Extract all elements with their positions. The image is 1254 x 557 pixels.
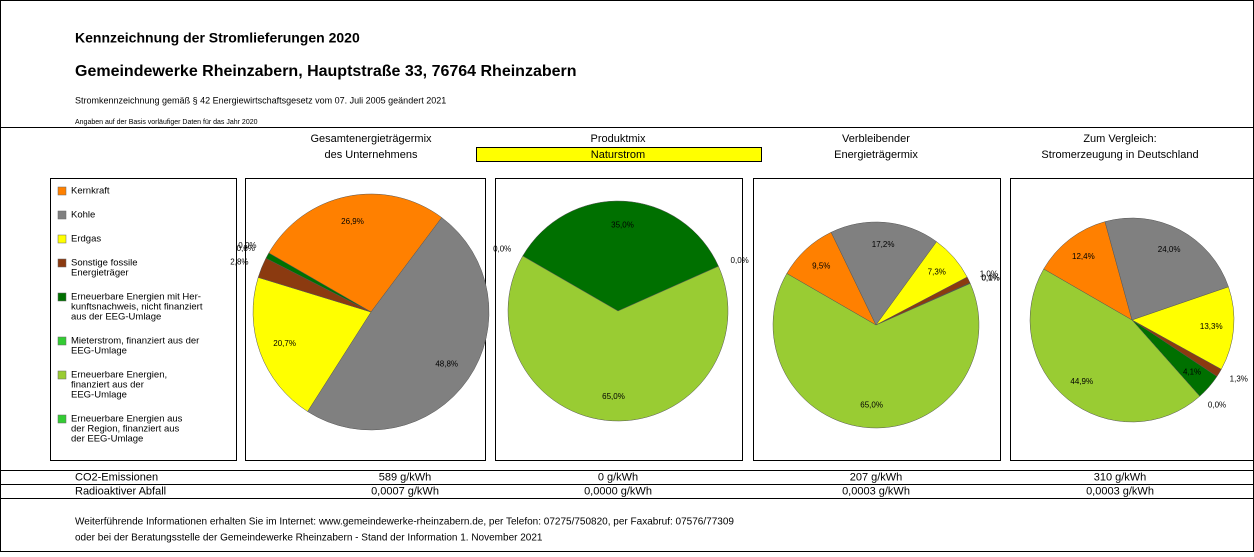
- table-value: 0,0003 g/kWh: [1086, 485, 1154, 497]
- table-value: 0 g/kWh: [598, 471, 638, 483]
- value-label: 0,0%: [238, 241, 256, 250]
- chart-title: Zum Vergleich:: [1083, 133, 1156, 145]
- table-label: Radioaktiver Abfall: [75, 485, 166, 497]
- value-label: 9,5%: [812, 261, 830, 270]
- value-label: 1,3%: [1230, 374, 1248, 383]
- chart-title: Verbleibender: [842, 133, 910, 145]
- value-label: 13,3%: [1200, 322, 1223, 331]
- table-value: 589 g/kWh: [379, 471, 432, 483]
- chart-title: Stromerzeugung in Deutschland: [1041, 149, 1198, 161]
- value-label: 35,0%: [611, 220, 634, 229]
- footer-line: Weiterführende Informationen erhalten Si…: [75, 517, 734, 528]
- value-label: 4,1%: [1183, 367, 1201, 376]
- chart-subtitle: Naturstrom: [591, 149, 645, 161]
- value-label: 0,0%: [1208, 400, 1226, 409]
- value-label: 0,0%: [493, 245, 511, 254]
- legend-label: Energieträger: [71, 268, 129, 279]
- value-label: 20,7%: [273, 339, 296, 348]
- table-value: 0,0000 g/kWh: [584, 485, 652, 497]
- footer-line: oder bei der Beratungsstelle der Gemeind…: [75, 533, 543, 544]
- table-label: CO2-Emissionen: [75, 471, 158, 483]
- table-value: 207 g/kWh: [850, 471, 903, 483]
- value-label: 24,0%: [1158, 245, 1181, 254]
- chart-title: Produktmix: [590, 133, 646, 145]
- legend-swatch: [58, 187, 66, 195]
- legend-label: EEG-Umlage: [71, 390, 127, 401]
- value-label: 65,0%: [602, 392, 625, 401]
- legend-swatch: [58, 211, 66, 219]
- chart-title: des Unternehmens: [325, 149, 418, 161]
- value-label: 12,4%: [1072, 252, 1095, 261]
- chart-title: Energieträgermix: [834, 149, 918, 161]
- basis: Angaben auf der Basis vorläufiger Daten …: [75, 119, 258, 126]
- value-label: 26,9%: [341, 217, 364, 226]
- value-label: 48,8%: [435, 359, 458, 368]
- legend-label: Kernkraft: [71, 186, 110, 197]
- legend-label: Kohle: [71, 210, 95, 221]
- legend-label: Erdgas: [71, 234, 101, 245]
- value-label: 0,0%: [731, 256, 749, 265]
- table-value: 0,0003 g/kWh: [842, 485, 910, 497]
- table-value: 0,0007 g/kWh: [371, 485, 439, 497]
- legend-swatch: [58, 259, 66, 267]
- legend-swatch: [58, 337, 66, 345]
- title: Kennzeichnung der Stromlieferungen 2020: [75, 30, 360, 46]
- value-label: 0,0%: [982, 274, 1000, 283]
- value-label: 7,3%: [928, 268, 946, 277]
- legend-swatch: [58, 235, 66, 243]
- note: Stromkennzeichnung gemäß § 42 Energiewir…: [75, 95, 446, 105]
- subtitle: Gemeindewerke Rheinzabern, Hauptstraße 3…: [75, 63, 577, 80]
- legend-label: der EEG-Umlage: [71, 434, 143, 445]
- value-label: 44,9%: [1070, 377, 1093, 386]
- legend-swatch: [58, 371, 66, 379]
- value-label: 65,0%: [860, 400, 883, 409]
- value-label: 17,2%: [872, 240, 895, 249]
- table-value: 310 g/kWh: [1094, 471, 1147, 483]
- chart-title: Gesamtenergieträgermix: [310, 133, 432, 145]
- legend-label: EEG-Umlage: [71, 346, 127, 357]
- legend-swatch: [58, 415, 66, 423]
- value-label: 2,8%: [230, 257, 248, 266]
- legend-label: aus der EEG-Umlage: [71, 312, 161, 323]
- legend-swatch: [58, 293, 66, 301]
